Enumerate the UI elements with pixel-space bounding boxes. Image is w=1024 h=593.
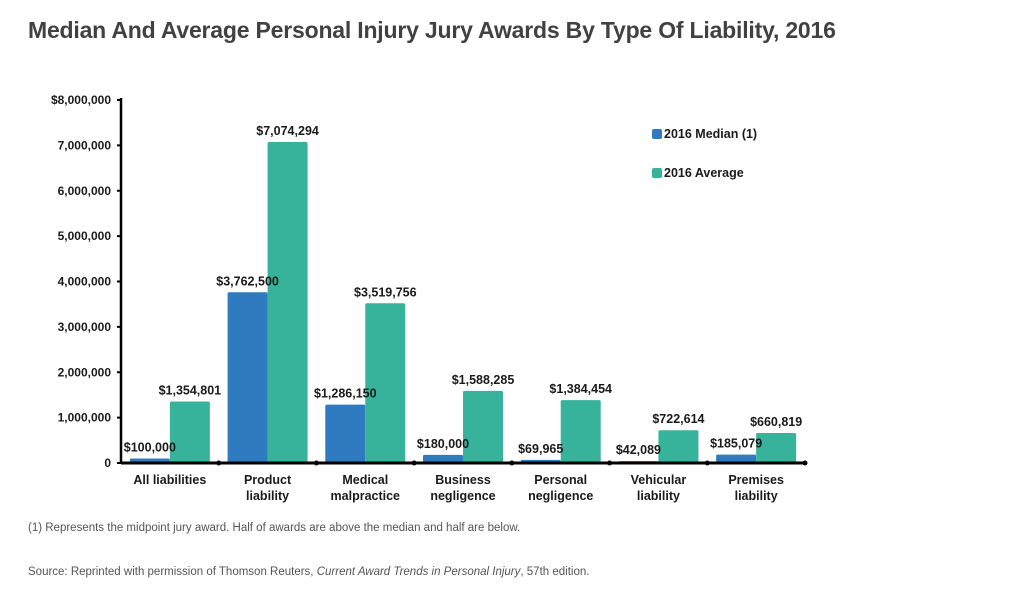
average-bar bbox=[365, 303, 406, 463]
x-tick-mark bbox=[509, 460, 515, 466]
median-value-label: $42,089 bbox=[616, 443, 661, 457]
median-value-label: $69,965 bbox=[518, 442, 563, 456]
median-value-label: $180,000 bbox=[417, 437, 469, 451]
median-value-label: $185,079 bbox=[710, 437, 762, 451]
median-bar bbox=[716, 454, 757, 463]
x-category-label: Product liability bbox=[244, 473, 292, 503]
x-category-label: Medical malpractice bbox=[331, 473, 401, 503]
average-value-label: $660,819 bbox=[750, 415, 802, 429]
y-tick-label: 4,000,000 bbox=[58, 275, 112, 289]
source-prefix: Source: Reprinted with permission of Tho… bbox=[28, 566, 317, 578]
labels-group: $100,000 $3,762,500 $1,286,150 $180,000 $69,… bbox=[124, 124, 802, 503]
x-category-label: Personal negligence bbox=[528, 473, 593, 503]
source-note: Source: Reprinted with permission of Tho… bbox=[28, 566, 589, 578]
average-value-label: $3,519,756 bbox=[354, 285, 417, 299]
average-bar bbox=[463, 390, 503, 463]
average-bar bbox=[658, 430, 699, 463]
x-category-label-line: Personal bbox=[534, 473, 587, 487]
y-tick-label: 7,000,000 bbox=[58, 138, 112, 152]
median-bar bbox=[423, 454, 463, 463]
y-tick-label: 1,000,000 bbox=[58, 411, 112, 425]
x-category-label-line: Product bbox=[244, 473, 292, 487]
median-value-label: $3,762,500 bbox=[216, 274, 279, 288]
source-suffix: , 57th edition. bbox=[520, 566, 590, 578]
legend-label-median: 2016 Median (1) bbox=[664, 127, 757, 141]
x-category-label-line: All liabilities bbox=[133, 473, 206, 487]
average-value-label: $1,354,801 bbox=[159, 384, 222, 398]
x-category-label-line: negligence bbox=[430, 489, 495, 503]
x-category-label: Premises liability bbox=[728, 473, 784, 503]
x-category-label-line: Medical bbox=[342, 473, 388, 487]
x-category-label-line: Vehicular bbox=[631, 473, 687, 487]
average-value-label: $1,384,454 bbox=[549, 382, 612, 396]
legend-swatch-median bbox=[652, 129, 662, 139]
legend: 2016 Median (1) 2016 Average bbox=[652, 127, 757, 180]
x-category-label-line: liability bbox=[637, 489, 680, 503]
x-category-label-line: negligence bbox=[528, 489, 593, 503]
page-title: Median And Average Personal Injury Jury … bbox=[28, 17, 836, 43]
x-category-label-line: liability bbox=[246, 489, 289, 503]
average-bar bbox=[756, 433, 797, 463]
median-value-label: $100,000 bbox=[124, 440, 176, 454]
x-tick-mark bbox=[607, 460, 613, 466]
average-bar bbox=[169, 401, 210, 463]
x-category-label-line: Business bbox=[435, 473, 491, 487]
x-tick-mark bbox=[411, 460, 417, 466]
axes-group: 0 1,000,000 2,000,000 3,000,000 4,000,000 5,0… bbox=[51, 93, 808, 470]
median-value-label: $1,286,150 bbox=[314, 387, 377, 401]
x-category-label-line: Premises bbox=[728, 473, 784, 487]
y-tick-label: 5,000,000 bbox=[58, 229, 112, 243]
y-tick-label: 2,000,000 bbox=[58, 365, 112, 379]
x-tick-mark bbox=[704, 460, 710, 466]
y-tick-label: $8,000,000 bbox=[51, 93, 111, 107]
y-tick-label: 6,000,000 bbox=[58, 184, 112, 198]
average-value-label: $722,614 bbox=[652, 412, 704, 426]
y-tick-label: 0 bbox=[104, 456, 111, 470]
x-category-label-line: liability bbox=[735, 489, 778, 503]
average-value-label: $7,074,294 bbox=[256, 124, 319, 138]
source-title: Current Award Trends in Personal Injury bbox=[316, 566, 521, 578]
x-category-label-line: malpractice bbox=[331, 489, 401, 503]
x-tick-mark bbox=[216, 460, 222, 466]
x-tick-mark bbox=[313, 460, 319, 466]
x-category-label: All liabilities bbox=[133, 473, 206, 487]
average-value-label: $1,588,285 bbox=[452, 373, 515, 387]
legend-label-average: 2016 Average bbox=[664, 166, 744, 180]
legend-swatch-average bbox=[652, 168, 662, 178]
median-bar bbox=[227, 292, 268, 463]
x-tick-mark bbox=[802, 460, 808, 466]
average-bar bbox=[267, 142, 308, 463]
footnote: (1) Represents the midpoint jury award. … bbox=[28, 522, 521, 534]
x-category-label: Business negligence bbox=[430, 473, 495, 503]
y-tick-label: 3,000,000 bbox=[58, 320, 112, 334]
average-bar bbox=[560, 400, 601, 463]
bars-group bbox=[129, 142, 797, 463]
x-category-label: Vehicular liability bbox=[631, 473, 687, 503]
median-bar bbox=[325, 404, 366, 463]
